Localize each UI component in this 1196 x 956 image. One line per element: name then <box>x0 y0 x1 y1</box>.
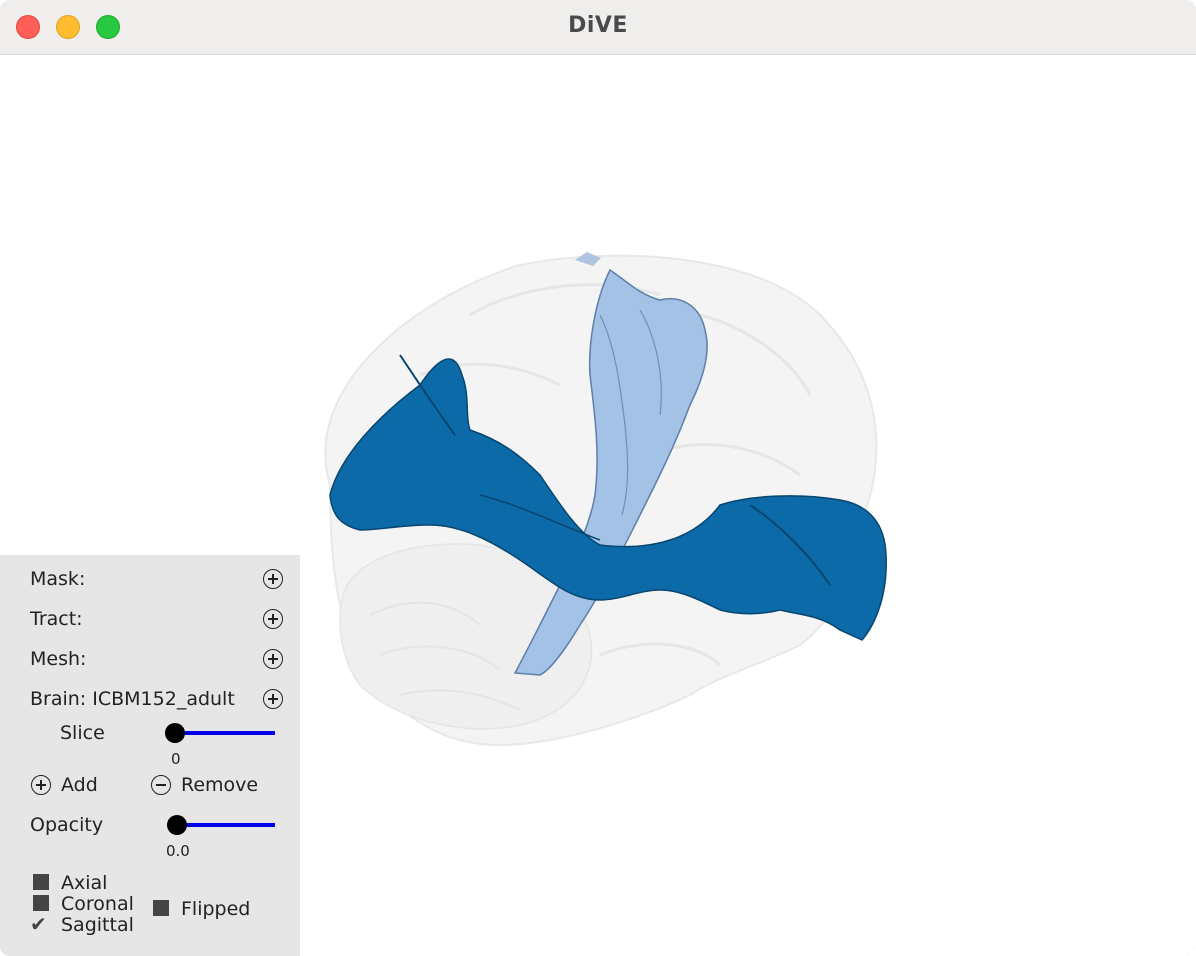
slice-slider-track[interactable] <box>175 731 275 735</box>
add-tract-icon[interactable] <box>263 609 283 629</box>
slice-value: 0 <box>171 750 181 768</box>
remove-button[interactable]: Remove <box>181 774 259 796</box>
axial-label: Axial <box>61 872 108 894</box>
flipped-checkbox[interactable] <box>153 900 169 916</box>
add-slice-icon[interactable] <box>31 775 51 795</box>
brain-scene[interactable] <box>0 55 1196 956</box>
sagittal-checkmark-icon[interactable]: ✔ <box>30 912 47 936</box>
opacity-slider-knob[interactable] <box>167 815 187 835</box>
tract-corticospinal <box>513 268 708 676</box>
slice-label: Slice <box>60 722 105 744</box>
brain-label: Brain: ICBM152_adult <box>30 688 235 710</box>
opacity-label: Opacity <box>30 814 104 836</box>
add-button[interactable]: Add <box>61 774 98 796</box>
mesh-label: Mesh: <box>30 648 87 670</box>
slice-slider-knob[interactable] <box>165 723 185 743</box>
coronal-checkbox[interactable] <box>33 895 49 911</box>
tract-label: Tract: <box>30 608 83 630</box>
mask-label: Mask: <box>30 568 86 590</box>
coronal-label: Coronal <box>61 893 134 915</box>
control-panel: Mask: Tract: Mesh: Brain: ICBM152_adult … <box>0 555 300 956</box>
title-bar: DiVE <box>0 0 1196 55</box>
tract-arcuate <box>329 354 887 641</box>
add-brain-icon[interactable] <box>263 689 283 709</box>
minimize-window-button[interactable] <box>56 15 80 39</box>
flipped-label: Flipped <box>181 898 251 920</box>
axial-checkbox[interactable] <box>33 874 49 890</box>
opacity-value: 0.0 <box>166 842 190 860</box>
opacity-slider-track[interactable] <box>177 823 275 827</box>
sagittal-label: Sagittal <box>61 914 134 936</box>
close-window-button[interactable] <box>16 15 40 39</box>
add-mesh-icon[interactable] <box>263 649 283 669</box>
zoom-window-button[interactable] <box>96 15 120 39</box>
remove-slice-icon[interactable] <box>151 775 171 795</box>
add-mask-icon[interactable] <box>263 569 283 589</box>
window-title: DiVE <box>568 13 628 38</box>
